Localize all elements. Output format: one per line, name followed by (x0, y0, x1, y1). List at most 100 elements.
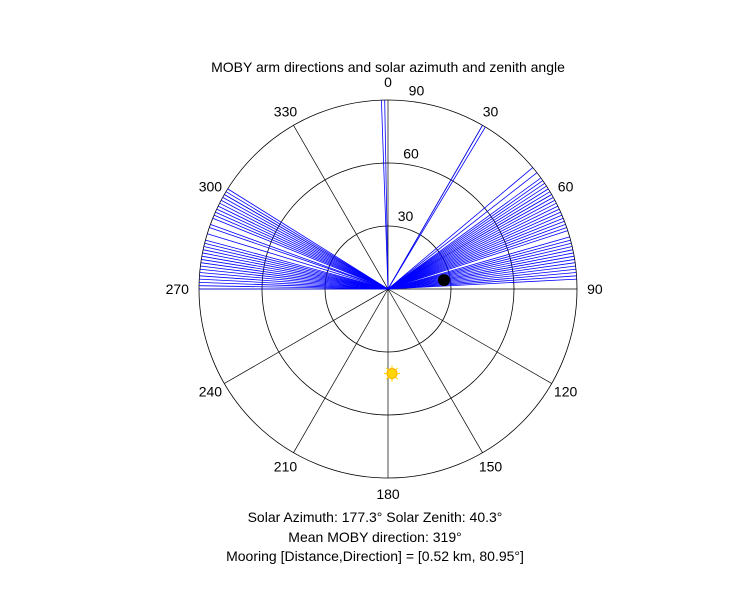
arm-line-60 (215, 211, 389, 290)
arm-line-5 (387, 172, 538, 290)
theta-tick-label-270: 270 (166, 281, 190, 297)
arm-line-37 (387, 275, 577, 290)
arm-line-13 (387, 197, 554, 290)
arm-line-38 (387, 278, 577, 290)
theta-tick-label-210: 210 (274, 459, 298, 475)
chart-title: MOBY arm directions and solar azimuth an… (211, 59, 565, 75)
arm-line-14 (387, 199, 556, 290)
sun-ray-3 (385, 376, 389, 380)
arm-line-44 (199, 272, 389, 290)
arm-line-57 (210, 223, 389, 290)
arm-line-27 (387, 242, 572, 290)
arm-line-61 (216, 208, 389, 290)
r-tick-label-90: 90 (409, 83, 425, 99)
arm-line-45 (199, 268, 389, 290)
r-tick-label-60: 60 (403, 145, 419, 161)
arm-line-41 (199, 282, 389, 290)
theta-tick-label-30: 30 (483, 103, 499, 119)
arm-line-36 (387, 272, 577, 290)
arm-line-23 (387, 227, 567, 290)
arm-line-28 (387, 246, 573, 290)
arm-line-48 (201, 259, 389, 290)
arm-line-18 (387, 211, 561, 290)
theta-tick-label-240: 240 (199, 384, 223, 400)
sun-marker (386, 368, 398, 380)
theta-tick-label-0: 0 (384, 74, 392, 90)
arm-line-56 (209, 227, 389, 290)
mean-direction-caption: Mean MOBY direction: 319° (288, 529, 462, 545)
arm-line-19 (387, 214, 563, 290)
mooring-marker (437, 274, 450, 287)
solar-angles-caption: Solar Azimuth: 177.3° Solar Zenith: 40.3… (247, 509, 503, 525)
arm-line-30 (387, 252, 574, 290)
arm-line-68 (227, 188, 389, 290)
arm-line-31 (387, 255, 575, 290)
sun-ray-7 (395, 367, 399, 371)
arm-line-2 (387, 125, 483, 290)
arm-line-6 (387, 177, 542, 290)
arm-line-24 (387, 230, 568, 290)
sun-ray-1 (395, 376, 399, 380)
arm-line-52 (203, 246, 389, 290)
arm-line-53 (204, 242, 389, 290)
arm-line-16 (387, 205, 559, 290)
arm-line-4 (387, 167, 534, 290)
sun-ray-5 (385, 367, 389, 371)
spoke-330 (293, 125, 389, 290)
arm-line-1 (384, 100, 389, 290)
arm-line-50 (202, 252, 389, 290)
arm-line-8 (387, 182, 545, 290)
arm-line-51 (203, 249, 389, 290)
arm-line-49 (201, 255, 389, 290)
theta-tick-label-150: 150 (479, 459, 503, 475)
arm-line-26 (387, 239, 571, 290)
arm-line-58 (212, 217, 389, 290)
spoke-210 (293, 288, 389, 453)
arm-line-59 (213, 214, 389, 290)
arm-line-9 (387, 185, 547, 290)
arm-line-55 (207, 233, 389, 290)
arm-line-3 (387, 126, 486, 290)
arm-line-42 (199, 278, 389, 290)
moby-arm-lines (199, 100, 577, 290)
arm-line-29 (387, 249, 573, 290)
arm-line-12 (387, 194, 552, 290)
arm-line-67 (225, 191, 389, 290)
arm-line-43 (199, 275, 389, 290)
markers (383, 274, 450, 382)
spoke-240 (224, 288, 389, 384)
arm-line-21 (387, 220, 565, 290)
arm-line-20 (387, 217, 564, 290)
arm-line-11 (387, 191, 551, 290)
arm-line-40 (199, 285, 389, 290)
spoke-150 (387, 288, 483, 453)
arm-line-0 (381, 100, 389, 290)
sun-rays (383, 365, 400, 382)
arm-line-35 (387, 268, 577, 290)
arm-line-47 (200, 262, 389, 290)
theta-tick-label-120: 120 (554, 384, 578, 400)
arm-line-10 (387, 188, 549, 290)
arm-line-17 (387, 208, 560, 290)
arm-line-54 (205, 239, 389, 290)
arm-line-34 (387, 265, 576, 290)
arm-line-15 (387, 202, 557, 290)
arm-line-64 (220, 199, 389, 290)
spoke-120 (387, 288, 552, 384)
arm-line-62 (217, 205, 389, 290)
arm-line-63 (219, 202, 389, 290)
arm-line-66 (224, 194, 389, 290)
theta-tick-label-330: 330 (274, 103, 298, 119)
axis-labels: 0 30 60 90 120 150 180 210 240 270 300 330 30 60 90 (166, 74, 603, 502)
arm-line-46 (200, 265, 389, 290)
r-tick-label-30: 30 (398, 208, 414, 224)
arm-line-65 (222, 197, 389, 290)
theta-tick-label-90: 90 (587, 281, 603, 297)
arm-line-25 (387, 236, 570, 290)
theta-tick-label-180: 180 (376, 486, 400, 502)
mooring-caption: Mooring [Distance,Direction] = [0.52 km,… (226, 548, 524, 564)
arm-line-33 (387, 262, 576, 290)
theta-tick-label-60: 60 (558, 178, 574, 194)
arm-line-22 (387, 223, 566, 290)
